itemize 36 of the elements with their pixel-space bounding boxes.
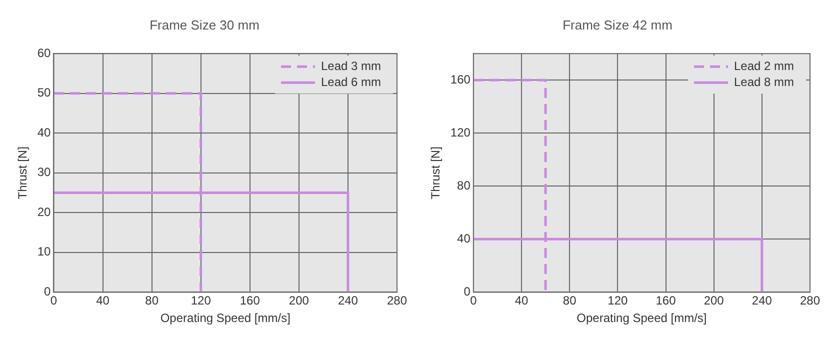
legend-label: Lead 8 mm (734, 74, 794, 89)
x-axis-title: Operating Speed [mm/s] (160, 311, 290, 326)
x-tick-label: 280 (386, 294, 408, 308)
x-tick-label: 240 (338, 294, 358, 308)
x-tick-label: 40 (514, 294, 528, 308)
x-tick-label: 120 (608, 294, 628, 308)
x-axis-title: Operating Speed [mm/s] (576, 311, 707, 326)
x-tick-label: 120 (190, 294, 212, 308)
legend-label: Lead 6 mm (321, 74, 382, 89)
y-tick-label: 80 (457, 178, 471, 192)
legend-label: Lead 2 mm (734, 58, 794, 73)
y-tick-label: 160 (450, 72, 471, 86)
x-tick-label: 200 (288, 294, 310, 308)
x-tick-label: 40 (96, 294, 110, 308)
y-tick-label: 40 (37, 125, 52, 140)
y-tick-label: 20 (37, 204, 52, 219)
y-tick-label: 10 (37, 244, 52, 259)
x-tick-label: 80 (145, 294, 159, 308)
y-tick-label: 60 (37, 46, 52, 60)
x-tick-label: 80 (562, 294, 577, 308)
y-tick-label: 120 (450, 125, 471, 140)
legend-label: Lead 3 mm (321, 58, 382, 73)
x-tick-label: 200 (704, 294, 724, 308)
x-tick-label: 240 (752, 294, 772, 308)
y-tick-label: 0 (464, 284, 471, 299)
y-tick-label: 40 (457, 231, 471, 246)
y-tick-label: 50 (37, 86, 52, 100)
chart-title: Frame Size 42 mm (562, 17, 672, 32)
x-tick-label: 160 (240, 294, 260, 308)
x-tick-label: 160 (656, 294, 676, 308)
y-axis-title: Thrust [N] (16, 146, 30, 200)
y-tick-label: 30 (37, 165, 52, 180)
chart-title: Frame Size 30 mm (150, 17, 260, 32)
x-tick-label: 280 (800, 294, 820, 308)
y-tick-label: 0 (44, 284, 52, 299)
y-axis-title: Thrust [N] (428, 146, 443, 200)
